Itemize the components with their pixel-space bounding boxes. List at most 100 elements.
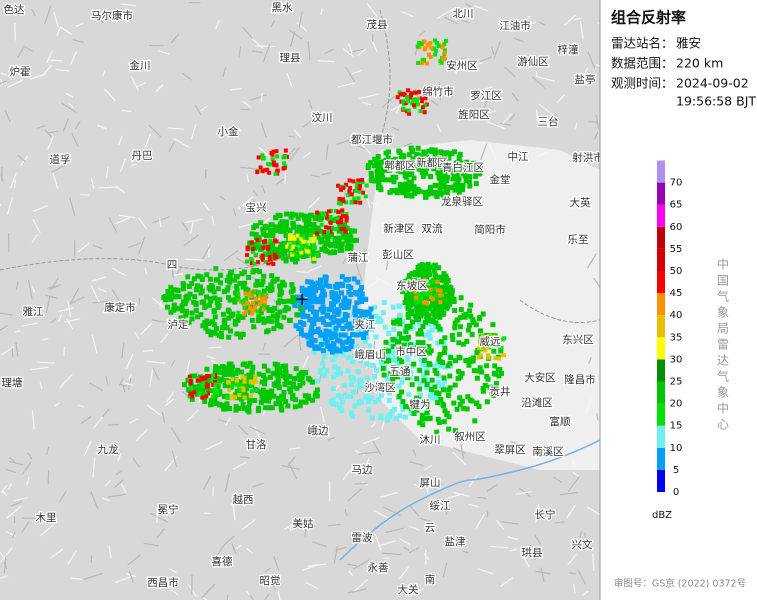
echo-cell [250,249,255,254]
echo-cell [274,276,280,282]
terrain-ridge [465,3,472,8]
terrain-ridge [500,576,514,587]
echo-cell [421,263,427,269]
echo-cell [486,338,491,343]
echo-cell [447,360,453,366]
echo-cell [376,315,382,321]
echo-cell [315,210,320,215]
echo-cell [295,215,301,221]
echo-cell [311,321,317,327]
echo-cell [401,106,406,111]
terrain-ridge [430,99,439,107]
echo-cell [247,400,253,406]
place-label: 美姑 [293,517,314,530]
terrain-ridge [575,122,578,129]
terrain-ridge [347,588,367,594]
echo-cell [406,88,411,93]
terrain-ridge [8,483,12,490]
terrain-ridge [32,218,41,234]
echo-cell [338,201,343,206]
echo-cell [408,406,414,412]
echo-cell [173,294,179,300]
echo-cell [398,92,403,97]
echo-cell [340,344,346,350]
echo-cell [214,325,220,331]
terrain-ridge [409,588,425,597]
echo-cell [348,410,354,416]
terrain-ridge [55,68,70,72]
echo-cell [271,160,276,165]
echo-cell [275,379,281,385]
echo-cell [306,214,312,220]
boundary [0,9,600,323]
echo-cell [415,145,421,151]
echo-cell [408,95,413,100]
echo-cell [257,389,263,395]
terrain-ridge [567,553,577,566]
echo-cell [285,298,291,304]
terrain-ridge [30,73,47,80]
terrain-ridge [260,93,263,103]
echo-cell [366,321,372,327]
echo-cell [221,393,227,399]
terrain-ridge [304,520,307,537]
place-label: 游仙区 [517,55,549,68]
echo-cell [355,279,361,285]
echo-cell [190,394,195,399]
echo-cell [333,371,339,377]
echo-cell [236,405,242,411]
echo-cell [374,162,380,168]
terrain-ridge [92,458,96,478]
terrain-ridge [281,465,300,470]
terrain-ridge [27,452,33,460]
echo-cell [394,374,400,380]
echo-cell [460,165,466,171]
terrain-ridge [122,385,126,393]
echo-cell [424,410,430,416]
echo-cell [352,318,358,324]
terrain-ridge [168,567,177,574]
echo-cell [253,252,258,257]
field-label: 数据范围： [611,56,674,71]
echo-cell [335,393,341,399]
echo-cell [323,275,329,281]
echo-cell [413,289,418,294]
echo-cell [283,148,288,153]
echo-cell [264,305,270,311]
terrain-ridge [133,331,140,340]
place-label: 梓潼 [558,43,579,56]
place-label: 市中区 [395,345,427,358]
terrain-ridge [125,353,134,370]
echo-cell [221,317,227,323]
echo-cell [221,406,227,412]
terrain-ridge [65,92,74,98]
echo-cell [240,331,246,337]
echo-cell [327,226,332,231]
echo-cell [316,345,322,351]
echo-cell [403,285,409,291]
echo-cell [384,417,390,423]
place-label: 中江 [508,150,529,163]
echo-cell [267,257,272,262]
echo-cell [268,238,273,243]
echo-cell [277,283,283,289]
terrain-ridge [509,113,516,121]
terrain-ridge [418,30,426,37]
terrain-ridge [90,491,99,509]
place-label: 新都区 [416,156,448,169]
terrain-ridge [50,548,63,559]
echo-cell [321,291,327,297]
echo-cell [426,148,432,154]
echo-cell [213,392,218,397]
echo-cell [195,273,201,279]
echo-cell [395,168,401,174]
echo-cell [440,44,445,49]
terrain-ridge [114,479,124,489]
terrain-ridge [46,50,53,64]
echo-cell [426,330,432,336]
echo-cell [270,232,276,238]
terrain-ridge [107,423,120,426]
echo-cell [304,227,310,233]
echo-cell [333,209,338,214]
echo-cell [453,187,459,193]
